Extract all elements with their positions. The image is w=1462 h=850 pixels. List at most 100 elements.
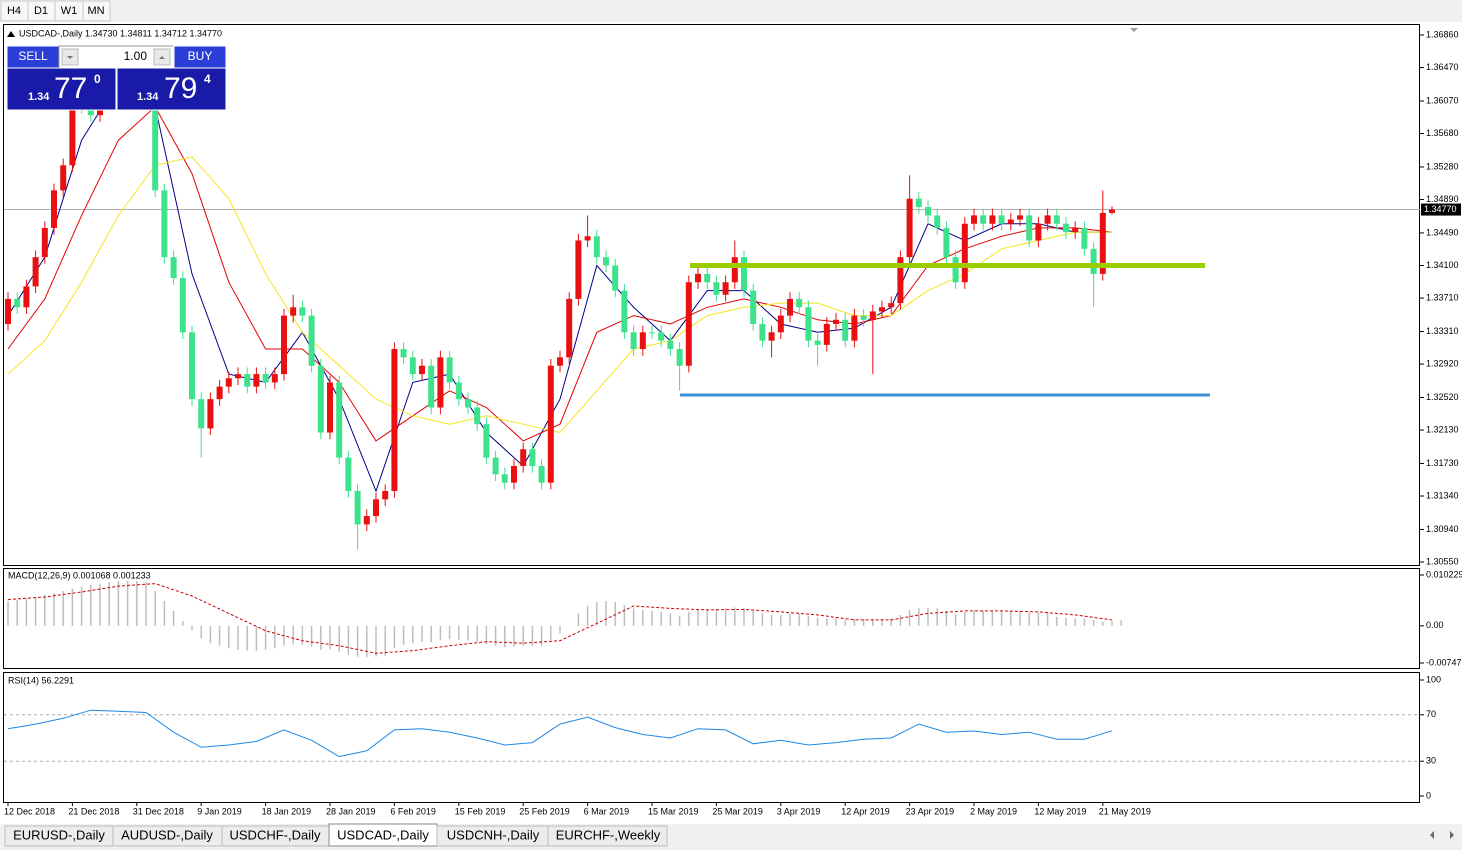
y-tick-label: 1.35680 [1426, 128, 1459, 138]
candle-body [731, 257, 738, 283]
candle-body [207, 399, 214, 429]
candle-body [483, 424, 490, 458]
candle-body [69, 106, 76, 166]
candle-body [961, 223, 968, 283]
y-tick-label: 1.33310 [1426, 326, 1459, 336]
x-tick-label: 21 May 2019 [1099, 806, 1151, 816]
candle-body [428, 365, 435, 408]
symbol-tab-label[interactable]: USDCAD-,Daily [337, 827, 429, 842]
candle-body [704, 273, 711, 283]
timeframe-label[interactable]: H4 [7, 5, 21, 17]
symbol-tab-label[interactable]: EURCHF-,Weekly [556, 827, 661, 842]
symbol-tab-label[interactable]: USDCNH-,Daily [447, 827, 540, 842]
x-tick-label: 12 May 2019 [1034, 806, 1086, 816]
symbol-tab-label[interactable]: EURUSD-,Daily [13, 827, 105, 842]
price-panel [3, 24, 1420, 566]
candle-body [492, 457, 499, 475]
x-tick-label: 18 Jan 2019 [262, 806, 312, 816]
symbol-tab[interactable] [547, 825, 668, 847]
candle-body [658, 332, 665, 341]
y-tick-label: 0 [1426, 790, 1431, 800]
candle-body [943, 227, 950, 258]
buy-price-box[interactable] [116, 67, 227, 111]
y-tick-label: 1.36070 [1426, 95, 1459, 105]
candle-body [851, 315, 858, 341]
candle-body [51, 190, 57, 228]
y-tick-label: 1.32520 [1426, 392, 1459, 402]
x-tick-label: 2 May 2019 [970, 806, 1017, 816]
candle-body [198, 399, 205, 429]
collapse-arrow[interactable] [7, 31, 15, 37]
candle-body [501, 474, 508, 483]
candle-body [925, 207, 931, 216]
candle-body [952, 257, 959, 283]
sell-price-fraction: 0 [94, 72, 101, 86]
candle-body [409, 357, 416, 375]
sell-price-box[interactable] [6, 67, 117, 111]
candle-body [842, 319, 849, 341]
candle-body [649, 332, 655, 334]
candle-body [722, 282, 729, 295]
candle-body [290, 307, 297, 316]
candle-body [750, 290, 757, 324]
indicator-label: RSI(14) 56.2291 [8, 675, 74, 685]
candle-body [685, 282, 692, 366]
x-tick-label: 15 Feb 2019 [455, 806, 506, 816]
y-tick-label: 30 [1426, 756, 1436, 766]
candle-body [152, 73, 159, 191]
buy-label[interactable]: BUY [188, 49, 213, 63]
moving-average [7, 156, 1112, 434]
candle-body [235, 374, 241, 379]
x-tick-label: 6 Feb 2019 [390, 806, 436, 816]
timeframe-label[interactable]: D1 [34, 5, 48, 17]
price-tag [1421, 203, 1461, 216]
candle-body [713, 282, 720, 295]
timeframe-label[interactable]: W1 [61, 5, 78, 17]
candle-body [906, 198, 913, 258]
candle-body [860, 315, 867, 320]
candle-body [547, 365, 554, 483]
candle-body [667, 340, 674, 350]
x-tick-label: 28 Jan 2019 [326, 806, 376, 816]
y-tick-label: 1.35280 [1426, 161, 1459, 171]
candle-body [179, 278, 186, 333]
candle-body [971, 215, 977, 224]
candle-body [400, 349, 407, 358]
candle-body [768, 332, 775, 341]
candle-body [676, 349, 683, 366]
indicator-label: MACD(12,26,9) 0.001068 0.001233 [8, 570, 151, 580]
candle-body [511, 465, 517, 483]
candle-body [382, 491, 389, 500]
y-tick-label: 100 [1426, 674, 1441, 684]
symbol-tab-label[interactable]: AUDUSD-,Daily [121, 827, 213, 842]
candle-body [1063, 223, 1069, 233]
x-tick-label: 12 Apr 2019 [841, 806, 890, 816]
tab-mn[interactable] [82, 0, 111, 22]
candle-body [529, 449, 536, 466]
candle-body [373, 499, 379, 517]
candle-body [787, 298, 793, 316]
candle-body [1026, 215, 1033, 241]
sell-label[interactable]: SELL [18, 49, 48, 63]
candle-body [216, 386, 223, 400]
candle-body [32, 257, 39, 287]
candle-body [639, 332, 646, 350]
symbol-tab-label[interactable]: USDCHF-,Daily [230, 827, 322, 842]
sell-price-major: 1.34 [28, 91, 50, 103]
candle-body [796, 298, 803, 308]
candle-body [741, 257, 747, 291]
candle-body [271, 374, 278, 383]
candle-body [989, 215, 996, 224]
x-tick-label: 25 Mar 2019 [712, 806, 763, 816]
candle-body [262, 374, 269, 383]
timeframe-label[interactable]: MN [87, 5, 104, 17]
y-tick-label: 1.34490 [1426, 227, 1459, 237]
candle-body [1017, 215, 1023, 220]
candle-body [998, 215, 1005, 224]
candle-body [170, 257, 177, 279]
candle-body [1072, 227, 1079, 233]
lot-value[interactable]: 1.00 [124, 49, 148, 63]
candle-body [1099, 212, 1106, 274]
candle-body [584, 236, 591, 241]
